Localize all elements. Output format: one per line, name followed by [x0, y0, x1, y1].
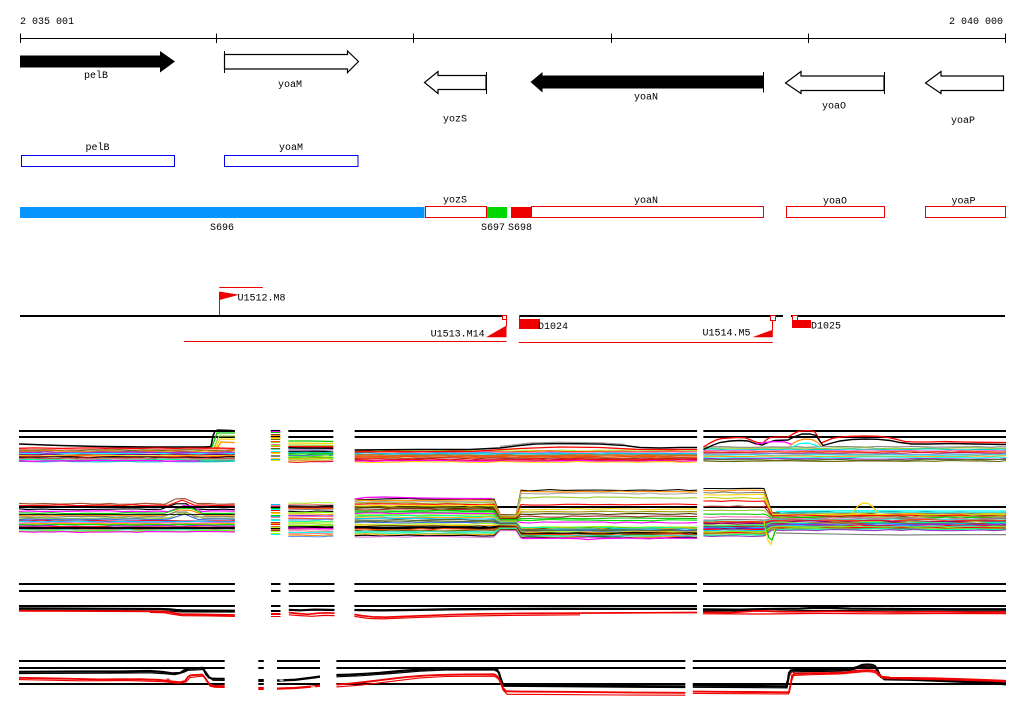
svg-text:U1512.M8: U1512.M8	[238, 294, 286, 305]
svg-text:pelB: pelB	[85, 142, 109, 154]
svg-text:2 035 001: 2 035 001	[20, 17, 74, 28]
svg-text:U1514.M5: U1514.M5	[702, 329, 750, 340]
svg-text:yoaP: yoaP	[951, 116, 975, 127]
svg-text:yoaM: yoaM	[279, 143, 303, 154]
svg-text:2 040 000: 2 040 000	[949, 17, 1003, 28]
svg-text:yozS: yozS	[443, 115, 467, 126]
svg-text:yoaN: yoaN	[634, 93, 658, 104]
svg-text:yoaO: yoaO	[823, 197, 847, 208]
svg-text:yoaN: yoaN	[634, 196, 658, 207]
svg-text:D1024: D1024	[538, 322, 568, 333]
svg-text:U1513.M14: U1513.M14	[431, 330, 485, 341]
svg-text:yoaO: yoaO	[822, 102, 846, 113]
svg-text:pelB: pelB	[84, 70, 108, 82]
svg-text:D1025: D1025	[811, 322, 841, 333]
svg-text:S697: S697	[481, 223, 505, 234]
svg-text:S696: S696	[210, 223, 234, 234]
svg-text:yozS: yozS	[443, 196, 467, 207]
svg-text:yoaM: yoaM	[278, 80, 302, 91]
svg-text:S698: S698	[508, 223, 532, 234]
svg-text:yoaP: yoaP	[951, 197, 975, 208]
